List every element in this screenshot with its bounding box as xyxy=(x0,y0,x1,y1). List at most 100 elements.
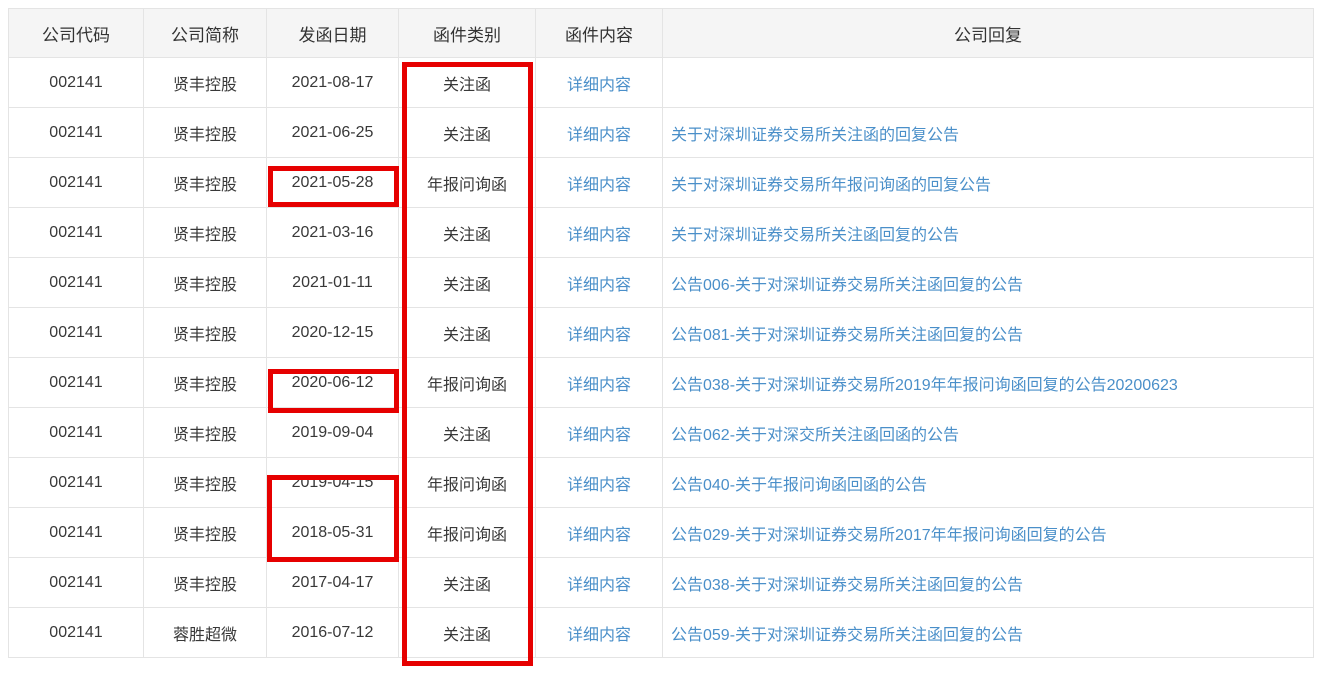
cell-company-code: 002141 xyxy=(8,207,144,258)
cell-company-name: 贤丰控股 xyxy=(143,507,267,558)
cell-company-code: 002141 xyxy=(8,357,144,408)
cell-company-name: 贤丰控股 xyxy=(143,207,267,258)
cell-company-reply: 公告038-关于对深圳证券交易所关注函回复的公告 xyxy=(662,557,1314,608)
detail-link[interactable]: 详细内容 xyxy=(566,126,631,144)
reply-link[interactable]: 公告029-关于对深圳证券交易所2017年年报问询函回复的公告 xyxy=(671,526,1107,544)
header-company-code: 公司代码 xyxy=(8,8,144,58)
reply-link[interactable]: 公告006-关于对深圳证券交易所关注函回复的公告 xyxy=(671,276,1024,294)
cell-company-name: 贤丰控股 xyxy=(143,257,267,308)
cell-company-reply: 公告006-关于对深圳证券交易所关注函回复的公告 xyxy=(662,257,1314,308)
table-row: 002141 贤丰控股 2019-04-15 年报问询函 详细内容 公告040-… xyxy=(8,457,1314,508)
table-row: 002141 贤丰控股 2019-09-04 关注函 详细内容 公告062-关于… xyxy=(8,407,1314,458)
table-row: 002141 贤丰控股 2021-08-17 关注函 详细内容 xyxy=(8,57,1314,108)
detail-link[interactable]: 详细内容 xyxy=(566,476,631,494)
cell-company-name: 贤丰控股 xyxy=(143,107,267,158)
cell-company-name: 贤丰控股 xyxy=(143,557,267,608)
cell-letter-type: 关注函 xyxy=(398,207,536,258)
cell-letter-date: 2019-09-04 xyxy=(266,407,399,458)
cell-letter-type: 年报问询函 xyxy=(398,357,536,408)
detail-link[interactable]: 详细内容 xyxy=(566,626,631,644)
cell-letter-content: 详细内容 xyxy=(535,457,663,508)
cell-letter-content: 详细内容 xyxy=(535,607,663,658)
detail-link[interactable]: 详细内容 xyxy=(566,226,631,244)
cell-letter-date: 2018-05-31 xyxy=(266,507,399,558)
cell-letter-type: 关注函 xyxy=(398,107,536,158)
cell-company-name: 贤丰控股 xyxy=(143,57,267,108)
cell-letter-date: 2021-08-17 xyxy=(266,57,399,108)
cell-company-reply: 关于对深圳证券交易所关注函的回复公告 xyxy=(662,107,1314,158)
header-letter-content: 函件内容 xyxy=(535,8,663,58)
detail-link[interactable]: 详细内容 xyxy=(566,376,631,394)
header-company-reply: 公司回复 xyxy=(662,8,1314,58)
table-row: 002141 贤丰控股 2021-03-16 关注函 详细内容 关于对深圳证券交… xyxy=(8,207,1314,258)
detail-link[interactable]: 详细内容 xyxy=(566,276,631,294)
reply-link[interactable]: 关于对深圳证券交易所年报问询函的回复公告 xyxy=(671,176,992,194)
cell-letter-type: 关注函 xyxy=(398,307,536,358)
cell-letter-date: 2020-12-15 xyxy=(266,307,399,358)
cell-company-reply: 关于对深圳证券交易所年报问询函的回复公告 xyxy=(662,157,1314,208)
reply-link[interactable]: 公告081-关于对深圳证券交易所关注函回复的公告 xyxy=(671,326,1024,344)
cell-company-name: 贤丰控股 xyxy=(143,357,267,408)
reply-link[interactable]: 关于对深圳证券交易所关注函回复的公告 xyxy=(671,226,960,244)
cell-letter-content: 详细内容 xyxy=(535,557,663,608)
header-letter-date: 发函日期 xyxy=(266,8,399,58)
header-letter-type: 函件类别 xyxy=(398,8,536,58)
cell-company-code: 002141 xyxy=(8,157,144,208)
cell-letter-content: 详细内容 xyxy=(535,207,663,258)
table-row: 002141 蓉胜超微 2016-07-12 关注函 详细内容 公告059-关于… xyxy=(8,607,1314,658)
cell-letter-date: 2016-07-12 xyxy=(266,607,399,658)
reply-link[interactable]: 公告038-关于对深圳证券交易所2019年年报问询函回复的公告20200623 xyxy=(671,376,1178,394)
reply-link[interactable]: 公告059-关于对深圳证券交易所关注函回复的公告 xyxy=(671,626,1024,644)
table-header-row: 公司代码 公司简称 发函日期 函件类别 函件内容 公司回复 xyxy=(8,8,1314,58)
cell-letter-date: 2021-06-25 xyxy=(266,107,399,158)
cell-letter-type: 年报问询函 xyxy=(398,457,536,508)
cell-letter-date: 2019-04-15 xyxy=(266,457,399,508)
cell-company-name: 贤丰控股 xyxy=(143,407,267,458)
cell-company-reply: 公告038-关于对深圳证券交易所2019年年报问询函回复的公告20200623 xyxy=(662,357,1314,408)
cell-letter-content: 详细内容 xyxy=(535,107,663,158)
table-row: 002141 贤丰控股 2021-01-11 关注函 详细内容 公告006-关于… xyxy=(8,257,1314,308)
reply-link[interactable]: 公告062-关于对深交所关注函回函的公告 xyxy=(671,426,960,444)
cell-company-code: 002141 xyxy=(8,107,144,158)
detail-link[interactable]: 详细内容 xyxy=(566,426,631,444)
table-row: 002141 贤丰控股 2020-06-12 年报问询函 详细内容 公告038-… xyxy=(8,357,1314,408)
cell-letter-content: 详细内容 xyxy=(535,57,663,108)
cell-letter-date: 2021-03-16 xyxy=(266,207,399,258)
cell-letter-date: 2021-05-28 xyxy=(266,157,399,208)
detail-link[interactable]: 详细内容 xyxy=(566,576,631,594)
cell-company-code: 002141 xyxy=(8,257,144,308)
cell-letter-type: 年报问询函 xyxy=(398,507,536,558)
cell-letter-type: 关注函 xyxy=(398,57,536,108)
cell-company-code: 002141 xyxy=(8,307,144,358)
cell-letter-content: 详细内容 xyxy=(535,407,663,458)
cell-company-reply: 公告062-关于对深交所关注函回函的公告 xyxy=(662,407,1314,458)
cell-company-reply: 公告081-关于对深圳证券交易所关注函回复的公告 xyxy=(662,307,1314,358)
cell-letter-date: 2021-01-11 xyxy=(266,257,399,308)
table-row: 002141 贤丰控股 2017-04-17 关注函 详细内容 公告038-关于… xyxy=(8,557,1314,608)
reply-link[interactable]: 公告038-关于对深圳证券交易所关注函回复的公告 xyxy=(671,576,1024,594)
cell-letter-type: 关注函 xyxy=(398,257,536,308)
cell-letter-type: 关注函 xyxy=(398,557,536,608)
cell-company-code: 002141 xyxy=(8,457,144,508)
cell-letter-content: 详细内容 xyxy=(535,357,663,408)
cell-company-reply: 公告029-关于对深圳证券交易所2017年年报问询函回复的公告 xyxy=(662,507,1314,558)
detail-link[interactable]: 详细内容 xyxy=(566,326,631,344)
table-row: 002141 贤丰控股 2021-06-25 关注函 详细内容 关于对深圳证券交… xyxy=(8,107,1314,158)
table-row: 002141 贤丰控股 2021-05-28 年报问询函 详细内容 关于对深圳证… xyxy=(8,157,1314,208)
detail-link[interactable]: 详细内容 xyxy=(566,76,631,94)
cell-company-name: 贤丰控股 xyxy=(143,307,267,358)
inquiry-letter-table: 公司代码 公司简称 发函日期 函件类别 函件内容 公司回复 002141 贤丰控… xyxy=(8,8,1314,658)
cell-company-reply: 公告040-关于年报问询函回函的公告 xyxy=(662,457,1314,508)
reply-link[interactable]: 公告040-关于年报问询函回函的公告 xyxy=(671,476,928,494)
cell-letter-content: 详细内容 xyxy=(535,507,663,558)
cell-company-code: 002141 xyxy=(8,607,144,658)
cell-letter-type: 关注函 xyxy=(398,607,536,658)
cell-letter-type: 年报问询函 xyxy=(398,157,536,208)
reply-link[interactable]: 关于对深圳证券交易所关注函的回复公告 xyxy=(671,126,960,144)
cell-company-name: 蓉胜超微 xyxy=(143,607,267,658)
cell-company-code: 002141 xyxy=(8,557,144,608)
detail-link[interactable]: 详细内容 xyxy=(566,526,631,544)
detail-link[interactable]: 详细内容 xyxy=(566,176,631,194)
cell-letter-date: 2020-06-12 xyxy=(266,357,399,408)
cell-company-reply: 关于对深圳证券交易所关注函回复的公告 xyxy=(662,207,1314,258)
